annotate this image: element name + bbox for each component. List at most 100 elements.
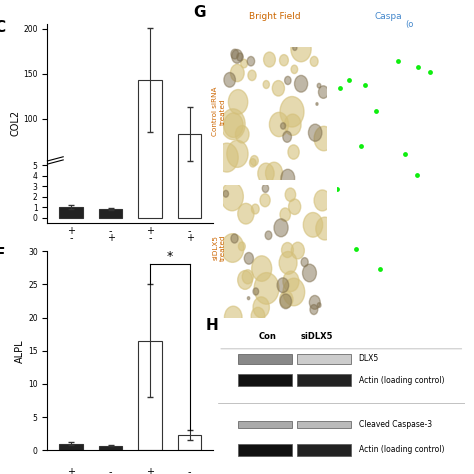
Text: +: + [67, 467, 75, 474]
Bar [99, 209, 122, 218]
Circle shape [241, 59, 247, 68]
Circle shape [291, 242, 304, 259]
Text: Actin (loading control): Actin (loading control) [358, 446, 444, 454]
Circle shape [310, 56, 318, 66]
Circle shape [314, 126, 333, 151]
Y-axis label: COL2: COL2 [10, 110, 20, 137]
Text: -: - [188, 467, 191, 474]
Circle shape [263, 81, 269, 89]
Text: Actin (loading control): Actin (loading control) [358, 376, 444, 384]
Text: Caspa: Caspa [375, 12, 402, 21]
Bar [178, 435, 201, 450]
Circle shape [280, 208, 291, 221]
Y-axis label: ALPL: ALPL [15, 339, 25, 363]
Circle shape [264, 52, 275, 67]
Text: *: * [167, 249, 173, 263]
Circle shape [262, 184, 269, 192]
Circle shape [269, 112, 289, 137]
Circle shape [316, 103, 318, 105]
Circle shape [319, 86, 328, 98]
Circle shape [247, 56, 255, 66]
Bar [138, 341, 162, 450]
Circle shape [265, 162, 283, 184]
Circle shape [289, 199, 301, 215]
FancyBboxPatch shape [238, 354, 292, 364]
Text: -: - [69, 233, 73, 243]
Text: +: + [186, 233, 193, 243]
Bar [178, 134, 201, 218]
Circle shape [252, 256, 272, 282]
Circle shape [242, 270, 253, 284]
Circle shape [232, 49, 243, 63]
Text: F: F [0, 247, 5, 262]
Circle shape [283, 271, 299, 292]
Circle shape [237, 53, 243, 61]
Circle shape [221, 109, 245, 140]
Text: Cleaved Caspase-3: Cleaved Caspase-3 [358, 420, 432, 428]
Text: siDLX5
treated: siDLX5 treated [212, 234, 226, 261]
Circle shape [272, 81, 284, 96]
FancyBboxPatch shape [297, 421, 351, 428]
Circle shape [284, 76, 291, 84]
Circle shape [260, 194, 270, 207]
Circle shape [238, 242, 245, 251]
Circle shape [227, 140, 248, 167]
Text: -: - [148, 233, 152, 243]
Circle shape [303, 212, 323, 237]
FancyBboxPatch shape [238, 444, 292, 456]
Circle shape [280, 291, 293, 308]
Circle shape [291, 65, 298, 73]
Circle shape [317, 83, 321, 88]
Text: -: - [109, 226, 112, 236]
Text: +: + [146, 467, 154, 474]
Circle shape [253, 297, 269, 318]
Bar [59, 207, 83, 218]
Text: Control siRNA
treated: Control siRNA treated [212, 87, 226, 136]
Circle shape [225, 306, 242, 328]
Circle shape [309, 124, 322, 141]
Circle shape [288, 145, 299, 159]
Circle shape [310, 305, 318, 315]
Circle shape [254, 273, 279, 304]
Circle shape [251, 307, 265, 325]
Circle shape [216, 143, 238, 172]
Circle shape [231, 234, 238, 243]
Circle shape [282, 243, 293, 257]
Circle shape [281, 123, 286, 129]
Circle shape [280, 55, 288, 66]
Circle shape [281, 169, 295, 187]
Circle shape [224, 113, 243, 137]
Circle shape [314, 190, 330, 211]
Circle shape [279, 251, 297, 274]
Circle shape [248, 70, 256, 81]
Bar [99, 446, 122, 450]
Text: siDLX5: siDLX5 [301, 332, 333, 340]
Circle shape [293, 45, 297, 50]
FancyBboxPatch shape [238, 421, 292, 428]
Circle shape [280, 294, 292, 309]
Text: DLX5: DLX5 [358, 355, 379, 363]
FancyBboxPatch shape [297, 444, 351, 456]
Circle shape [238, 203, 254, 224]
Circle shape [230, 64, 244, 82]
Circle shape [244, 253, 254, 264]
Circle shape [301, 258, 308, 267]
Circle shape [249, 159, 256, 167]
Text: (o: (o [405, 20, 414, 29]
Circle shape [274, 219, 288, 237]
Circle shape [251, 204, 259, 214]
Circle shape [283, 131, 292, 142]
Circle shape [237, 271, 253, 289]
Circle shape [231, 49, 238, 59]
Text: Con: Con [258, 332, 276, 340]
Circle shape [228, 90, 248, 114]
Circle shape [317, 303, 321, 308]
Circle shape [236, 126, 249, 143]
Circle shape [258, 163, 274, 184]
Bar [59, 444, 83, 450]
Text: -: - [188, 226, 191, 236]
Circle shape [284, 114, 301, 136]
Text: +: + [67, 226, 75, 236]
Circle shape [223, 191, 228, 197]
Text: -: - [109, 467, 112, 474]
